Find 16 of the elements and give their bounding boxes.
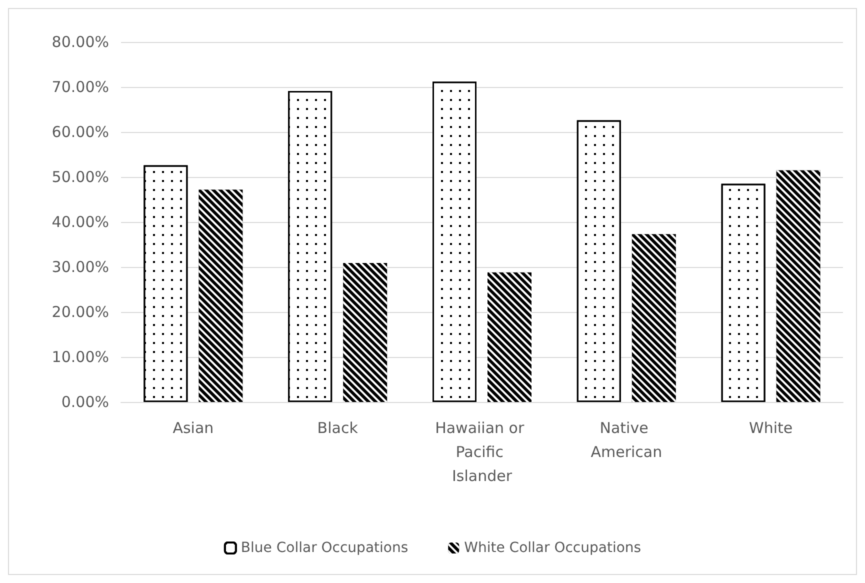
y-tick-label: 30.00% [52, 258, 109, 276]
y-tick-label: 20.00% [52, 303, 109, 321]
legend-label: White Collar Occupations [464, 540, 642, 556]
x-tick-label: Black [317, 419, 358, 437]
x-tick-label: Asian [172, 419, 214, 437]
y-tick-label: 80.00% [52, 33, 109, 51]
y-tick-label: 40.00% [52, 213, 109, 231]
y-tick-label: 10.00% [52, 348, 109, 366]
x-tick-label: Native American [590, 419, 662, 461]
x-tick-label: Hawaiian or Pacific Islander [435, 419, 529, 485]
x-tick-label: White [748, 419, 793, 437]
y-tick-label: 70.00% [52, 78, 109, 96]
y-tick-label: 0.00% [61, 393, 109, 411]
y-tick-label: 60.00% [52, 123, 109, 141]
legend-label: Blue Collar Occupations [240, 540, 408, 556]
y-tick-label: 50.00% [52, 168, 109, 186]
